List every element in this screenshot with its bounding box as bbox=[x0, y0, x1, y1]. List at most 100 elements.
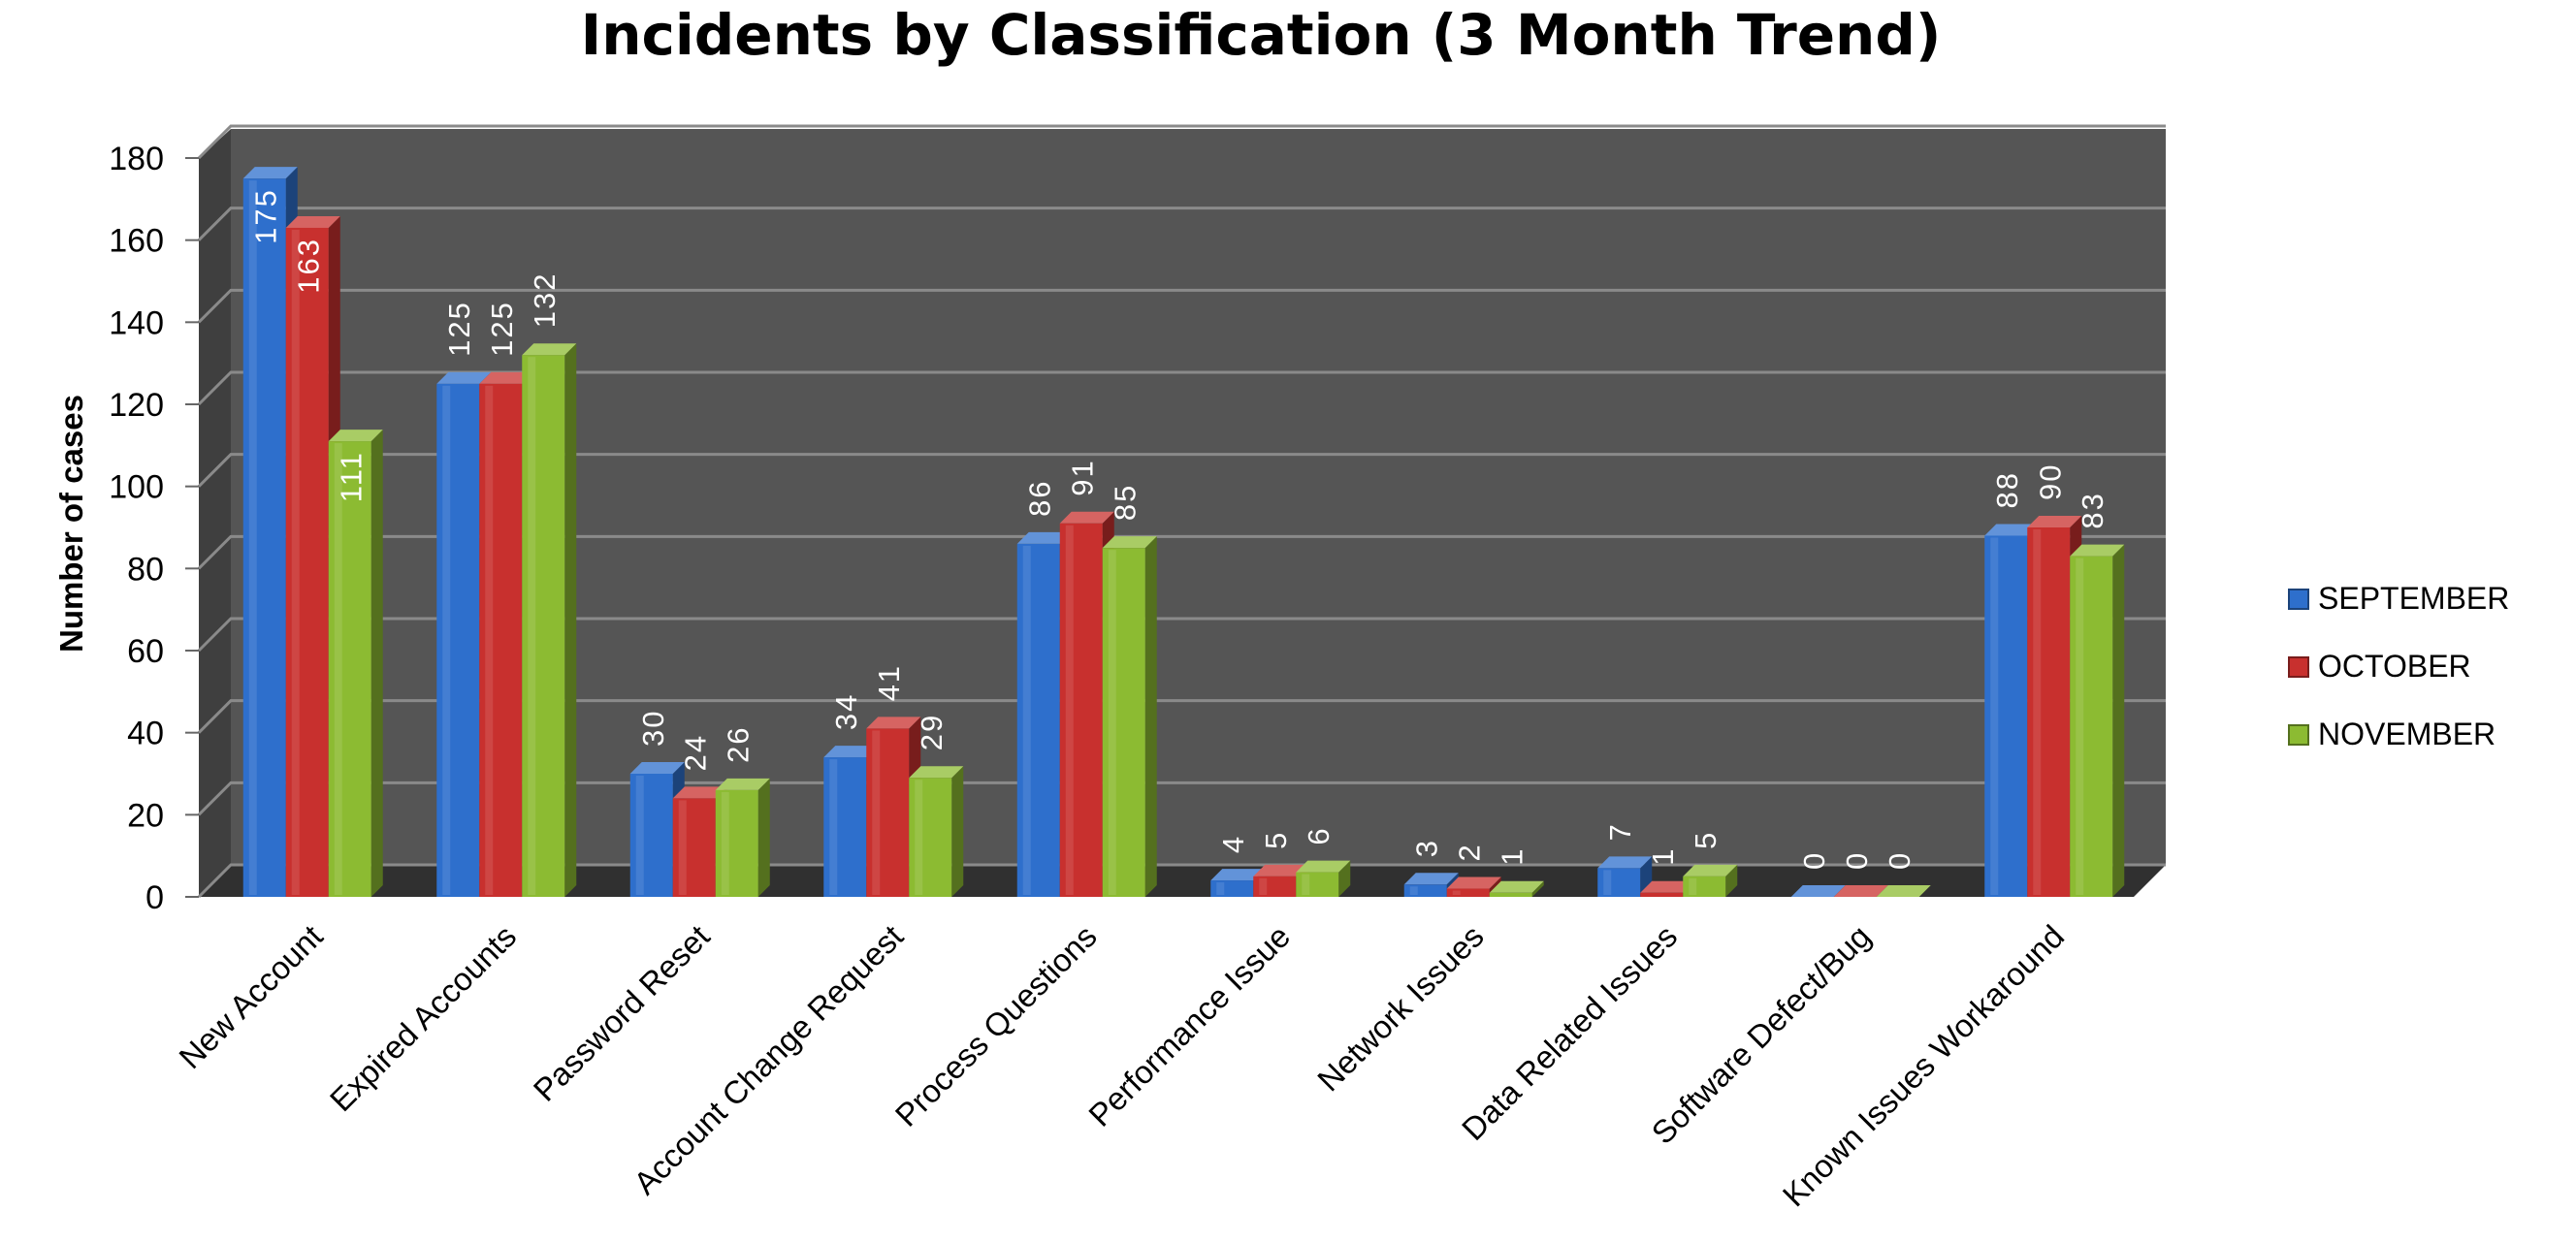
bar-highlight bbox=[1022, 545, 1031, 895]
bar-top bbox=[1446, 876, 1501, 889]
bar-top bbox=[1403, 873, 1459, 885]
bar bbox=[1790, 885, 1846, 897]
bar-top bbox=[866, 717, 921, 729]
bar-highlight bbox=[721, 791, 729, 895]
bar-highlight bbox=[1302, 874, 1310, 895]
chart-title: Incidents by Classification (3 Month Tre… bbox=[580, 2, 1942, 68]
legend-swatch bbox=[2288, 656, 2309, 678]
bar-highlight bbox=[1603, 870, 1612, 895]
gridline bbox=[197, 617, 2166, 653]
bar bbox=[909, 766, 964, 897]
x-category-label: Password Reset bbox=[527, 918, 717, 1108]
data-label: 88 bbox=[1990, 471, 2024, 508]
bar-highlight bbox=[1259, 877, 1268, 895]
data-label: 132 bbox=[528, 271, 562, 328]
bar-top bbox=[629, 762, 685, 774]
x-category-label: Performance Issue bbox=[1081, 918, 1297, 1133]
x-category-label: Network Issues bbox=[1310, 918, 1491, 1099]
data-label: 85 bbox=[1109, 484, 1143, 521]
bar bbox=[715, 778, 770, 897]
bar-highlight bbox=[528, 357, 536, 895]
x-category-label: Software Defect/Bug bbox=[1645, 918, 1878, 1151]
bar-top bbox=[2070, 544, 2125, 557]
gridline bbox=[197, 863, 2166, 899]
data-label: 7 bbox=[1603, 822, 1637, 841]
y-axis-ticks: 0 20 40 60 80 100 120 140 160 180 bbox=[109, 141, 199, 916]
bar-top bbox=[672, 786, 727, 799]
bar-highlight bbox=[1216, 882, 1225, 895]
data-label: 5 bbox=[1259, 831, 1293, 849]
plot-left-wall bbox=[199, 129, 231, 897]
data-label: 6 bbox=[1302, 826, 1336, 845]
y-tick-label: 60 bbox=[127, 633, 164, 670]
data-label: 90 bbox=[2033, 463, 2067, 500]
bar-front bbox=[1640, 892, 1684, 897]
gridlines bbox=[197, 124, 2166, 899]
bar bbox=[1296, 860, 1351, 897]
data-label: 30 bbox=[636, 710, 670, 747]
bar-top bbox=[1059, 511, 1114, 524]
x-category-label: New Account bbox=[172, 918, 329, 1075]
bar-top bbox=[1790, 885, 1846, 897]
bar-highlight bbox=[291, 229, 300, 895]
data-label: 125 bbox=[442, 301, 476, 357]
gridline bbox=[197, 699, 2166, 734]
bar-side bbox=[370, 430, 383, 897]
bar-highlight bbox=[485, 385, 494, 895]
bar-top bbox=[1296, 860, 1351, 873]
data-label: 1 bbox=[1646, 847, 1680, 866]
bar bbox=[1683, 864, 1738, 897]
gridline bbox=[197, 370, 2166, 406]
bar-highlight bbox=[829, 759, 838, 895]
bar-highlight bbox=[872, 730, 881, 895]
data-label: 0 bbox=[1797, 851, 1831, 870]
bar-top bbox=[1253, 864, 1308, 876]
bar bbox=[328, 430, 383, 897]
bar-top bbox=[1683, 864, 1738, 876]
bar-side bbox=[564, 343, 577, 897]
bar-side bbox=[1338, 860, 1351, 897]
y-tick-label: 80 bbox=[127, 551, 164, 588]
x-category-label: Process Questions bbox=[888, 918, 1104, 1133]
legend-label: OCTOBER bbox=[2318, 649, 2471, 684]
bar-top bbox=[242, 167, 298, 179]
bar-highlight bbox=[442, 385, 451, 895]
bar-highlight bbox=[1065, 525, 1074, 895]
bar-side bbox=[757, 778, 770, 897]
data-label: 163 bbox=[292, 238, 326, 294]
data-label: 29 bbox=[915, 714, 949, 750]
data-label: 24 bbox=[679, 734, 713, 771]
data-label: 83 bbox=[2076, 492, 2109, 528]
data-label: 91 bbox=[1066, 459, 1100, 495]
data-label: 86 bbox=[1023, 479, 1057, 516]
data-label: 1 bbox=[1496, 847, 1530, 866]
y-tick-label: 100 bbox=[109, 469, 164, 506]
y-tick-label: 160 bbox=[109, 223, 164, 260]
bar bbox=[2070, 544, 2125, 897]
y-tick-label: 0 bbox=[145, 879, 164, 916]
bar-side bbox=[951, 766, 964, 897]
data-label: 0 bbox=[1883, 851, 1916, 870]
bar-top bbox=[1102, 536, 1157, 549]
bar bbox=[1833, 885, 1888, 897]
data-label: 111 bbox=[335, 451, 369, 502]
bar-front bbox=[1446, 888, 1490, 897]
legend-swatch bbox=[2288, 724, 2309, 746]
legend: SEPTEMBER OCTOBER NOVEMBER bbox=[2288, 581, 2509, 751]
bar-top bbox=[1640, 880, 1695, 893]
bar-side bbox=[1725, 864, 1738, 897]
data-label: 0 bbox=[1840, 851, 1874, 870]
bar-side bbox=[1531, 880, 1544, 897]
bar-highlight bbox=[635, 776, 644, 895]
y-tick-label: 180 bbox=[109, 141, 164, 177]
y-tick-label: 120 bbox=[109, 387, 164, 424]
legend-item: NOVEMBER bbox=[2288, 717, 2496, 751]
bar-highlight bbox=[1452, 890, 1461, 895]
y-axis-label: Number of cases bbox=[53, 395, 89, 653]
bar-top bbox=[909, 766, 964, 779]
bar-highlight bbox=[1990, 537, 1999, 895]
bar bbox=[1102, 536, 1157, 897]
bar-front bbox=[1489, 892, 1532, 897]
